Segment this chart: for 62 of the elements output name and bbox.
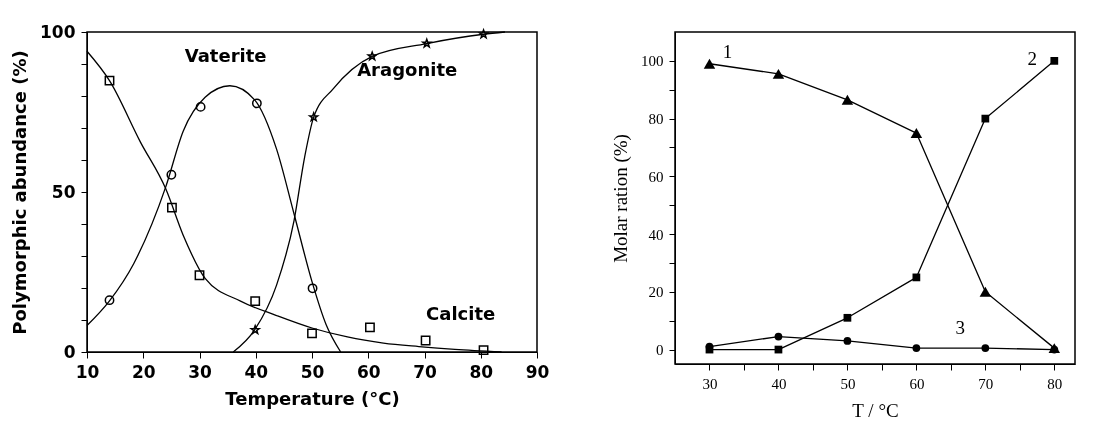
- x-tick-label: 40: [244, 361, 269, 382]
- x-tick-label: 20: [131, 361, 156, 382]
- point: [772, 68, 785, 79]
- point: [365, 322, 375, 333]
- point: [841, 94, 854, 105]
- y-tick-label: 100: [641, 53, 664, 70]
- point: [912, 344, 921, 352]
- series-label: Calcite: [426, 303, 496, 325]
- x-tick-label: 60: [909, 375, 925, 392]
- point: [166, 169, 177, 180]
- series-label: Aragonite: [357, 59, 458, 81]
- y-tick-label: 40: [648, 226, 664, 243]
- x-tick-label: 30: [702, 375, 718, 392]
- point: [307, 283, 318, 294]
- x-axis-title: T / °C: [852, 399, 899, 421]
- y-tick-label: 60: [648, 168, 664, 185]
- x-tick-label: 70: [978, 375, 994, 392]
- x-tick-label: 70: [413, 361, 437, 382]
- point: [104, 295, 115, 306]
- x-tick-label: 30: [188, 361, 212, 382]
- point: [981, 114, 990, 123]
- point: [478, 29, 489, 39]
- point: [910, 128, 923, 139]
- y-tick-label: 100: [40, 21, 76, 42]
- x-tick-label: 80: [469, 361, 494, 382]
- y-tick-label: 0: [63, 341, 76, 362]
- x-tick-label: 50: [300, 361, 325, 382]
- point: [308, 112, 319, 122]
- series-label: 1: [722, 40, 733, 62]
- x-axis-title: Temperature (°C): [225, 387, 400, 409]
- point: [981, 344, 990, 352]
- point: [367, 51, 377, 61]
- point: [703, 58, 716, 69]
- x-tick-label: 60: [356, 361, 381, 382]
- x-tick-label: 10: [75, 361, 100, 382]
- y-tick-label: 20: [648, 284, 664, 301]
- x-tick-label: 90: [525, 361, 550, 382]
- point: [195, 101, 206, 112]
- y-axis-title: Polymorphic abundance (%): [9, 50, 31, 335]
- point: [843, 337, 852, 345]
- y-axis-title: Molar ration (%): [610, 134, 632, 263]
- point: [1050, 57, 1059, 65]
- point: [307, 328, 317, 339]
- point: [104, 75, 115, 86]
- y-tick-label: 80: [648, 111, 664, 128]
- point: [979, 286, 992, 297]
- point: [478, 345, 489, 356]
- point: [250, 296, 261, 307]
- point: [251, 98, 262, 109]
- point: [774, 332, 783, 341]
- point: [167, 202, 177, 213]
- point: [194, 270, 205, 281]
- point: [420, 335, 431, 346]
- y-tick-label: 0: [656, 342, 664, 359]
- x-tick-label: 40: [771, 375, 787, 392]
- series-label: 2: [1027, 47, 1038, 69]
- point: [843, 313, 852, 322]
- series-label: 3: [955, 317, 966, 339]
- y-tick-label: 50: [51, 181, 76, 202]
- x-tick-label: 50: [840, 375, 856, 392]
- x-tick-label: 80: [1047, 375, 1063, 392]
- series-label: Vaterite: [184, 44, 267, 66]
